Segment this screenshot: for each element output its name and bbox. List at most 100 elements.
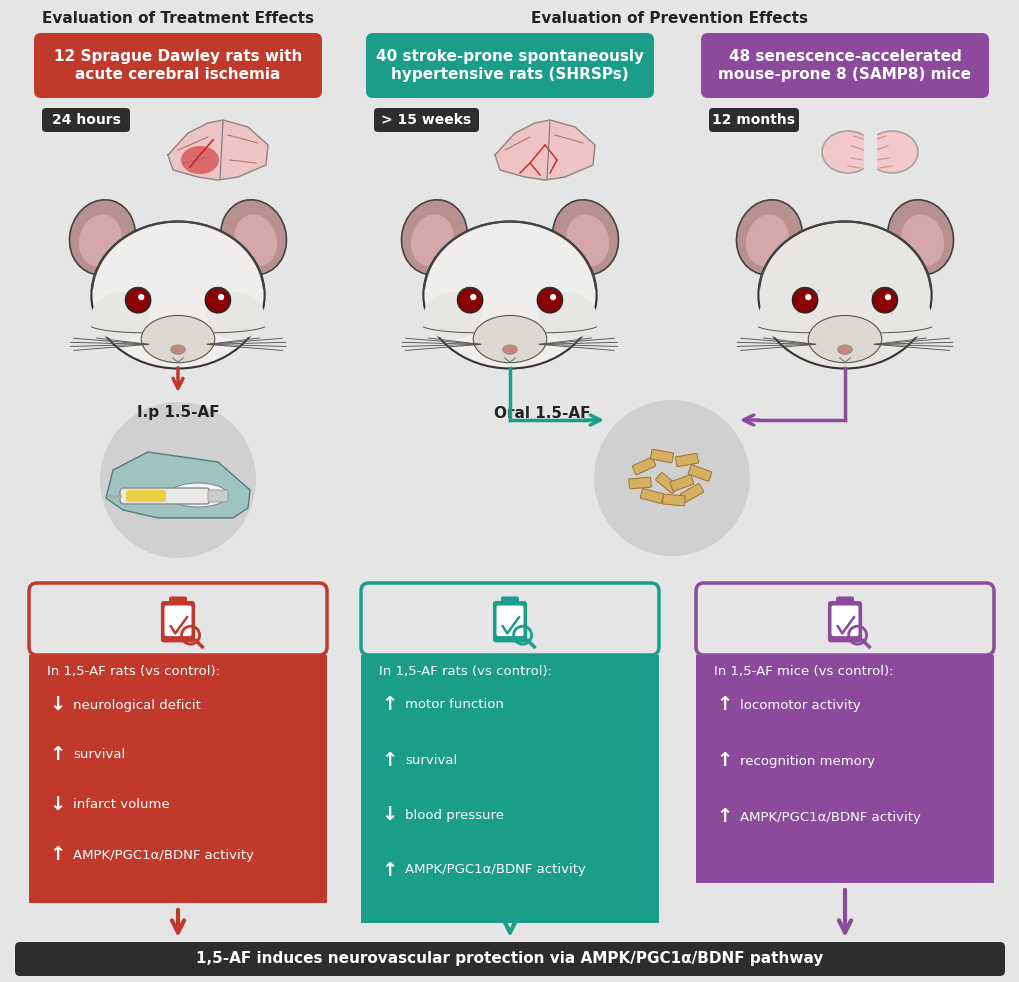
Text: survival: survival — [73, 748, 125, 761]
Ellipse shape — [807, 315, 880, 362]
Text: ↑: ↑ — [715, 807, 732, 827]
Text: ↑: ↑ — [381, 860, 397, 880]
Ellipse shape — [538, 293, 596, 340]
FancyBboxPatch shape — [632, 457, 655, 475]
Circle shape — [458, 288, 482, 313]
Text: 40 stroke-prone spontaneously
hypertensive rats (SHRSPs): 40 stroke-prone spontaneously hypertensi… — [376, 49, 643, 82]
Circle shape — [470, 294, 476, 300]
FancyBboxPatch shape — [669, 474, 693, 491]
Ellipse shape — [170, 345, 185, 355]
Text: ↓: ↓ — [49, 795, 65, 814]
Text: In 1,5-AF rats (vs control):: In 1,5-AF rats (vs control): — [379, 665, 551, 678]
FancyBboxPatch shape — [361, 655, 658, 923]
Ellipse shape — [873, 293, 930, 340]
FancyBboxPatch shape — [208, 490, 228, 502]
Text: > 15 weeks: > 15 weeks — [381, 113, 471, 127]
Text: Evaluation of Prevention Effects: Evaluation of Prevention Effects — [531, 11, 808, 26]
Text: 1,5-AF induces neurovascular protection via AMPK/PGC1α/BDNF pathway: 1,5-AF induces neurovascular protection … — [196, 952, 823, 966]
Ellipse shape — [69, 199, 136, 275]
Text: In 1,5-AF rats (vs control):: In 1,5-AF rats (vs control): — [47, 665, 220, 678]
Ellipse shape — [168, 483, 228, 507]
FancyBboxPatch shape — [492, 601, 527, 642]
Circle shape — [125, 288, 151, 313]
FancyBboxPatch shape — [695, 655, 994, 883]
Ellipse shape — [837, 345, 852, 355]
Text: I.p 1.5-AF: I.p 1.5-AF — [137, 405, 219, 419]
Circle shape — [871, 288, 897, 313]
FancyBboxPatch shape — [500, 596, 519, 606]
Circle shape — [537, 288, 561, 313]
Text: recognition memory: recognition memory — [739, 754, 874, 768]
Ellipse shape — [207, 293, 264, 340]
FancyBboxPatch shape — [161, 601, 195, 642]
Ellipse shape — [552, 199, 618, 275]
Polygon shape — [863, 130, 875, 174]
Circle shape — [593, 400, 749, 556]
FancyBboxPatch shape — [640, 488, 663, 504]
FancyBboxPatch shape — [655, 472, 678, 494]
Ellipse shape — [411, 214, 453, 266]
Text: ↑: ↑ — [715, 751, 732, 771]
Text: AMPK/PGC1α/BDNF activity: AMPK/PGC1α/BDNF activity — [739, 810, 920, 824]
Text: infarct volume: infarct volume — [73, 798, 169, 811]
Text: 48 senescence-accelerated
mouse-prone 8 (SAMP8) mice: 48 senescence-accelerated mouse-prone 8 … — [717, 49, 970, 82]
FancyBboxPatch shape — [120, 488, 210, 504]
Ellipse shape — [821, 131, 873, 173]
Circle shape — [218, 294, 224, 300]
Ellipse shape — [887, 199, 953, 275]
FancyBboxPatch shape — [695, 583, 994, 655]
Text: ↑: ↑ — [49, 745, 65, 765]
FancyBboxPatch shape — [680, 483, 703, 503]
Ellipse shape — [758, 293, 815, 340]
FancyBboxPatch shape — [361, 583, 658, 655]
FancyBboxPatch shape — [675, 454, 698, 466]
FancyBboxPatch shape — [836, 596, 853, 606]
Ellipse shape — [901, 214, 944, 266]
Circle shape — [100, 402, 256, 558]
Ellipse shape — [502, 345, 517, 355]
Ellipse shape — [141, 315, 215, 362]
Text: ↑: ↑ — [381, 695, 397, 715]
Ellipse shape — [78, 214, 121, 266]
Ellipse shape — [92, 222, 264, 368]
Circle shape — [549, 294, 555, 300]
FancyBboxPatch shape — [42, 108, 129, 132]
FancyBboxPatch shape — [164, 606, 192, 636]
Text: AMPK/PGC1α/BDNF activity: AMPK/PGC1α/BDNF activity — [73, 848, 254, 861]
Text: 12 Sprague Dawley rats with
acute cerebral ischemia: 12 Sprague Dawley rats with acute cerebr… — [54, 49, 302, 82]
Text: Oral 1.5-AF: Oral 1.5-AF — [493, 406, 590, 420]
Circle shape — [138, 294, 145, 300]
Circle shape — [804, 294, 810, 300]
Text: motor function: motor function — [405, 698, 503, 712]
FancyBboxPatch shape — [650, 450, 673, 463]
Circle shape — [792, 288, 817, 313]
Ellipse shape — [401, 199, 467, 275]
Text: blood pressure: blood pressure — [405, 808, 503, 822]
Text: ↑: ↑ — [715, 695, 732, 715]
Ellipse shape — [92, 293, 149, 340]
FancyBboxPatch shape — [29, 655, 327, 903]
Text: In 1,5-AF mice (vs control):: In 1,5-AF mice (vs control): — [713, 665, 893, 678]
Ellipse shape — [180, 146, 219, 174]
FancyBboxPatch shape — [688, 464, 711, 481]
Ellipse shape — [566, 214, 608, 266]
Text: survival: survival — [405, 753, 457, 767]
Text: 24 hours: 24 hours — [52, 113, 120, 127]
Text: Evaluation of Treatment Effects: Evaluation of Treatment Effects — [42, 11, 314, 26]
Polygon shape — [494, 120, 594, 180]
FancyBboxPatch shape — [827, 601, 861, 642]
Ellipse shape — [423, 222, 596, 368]
Polygon shape — [106, 452, 250, 518]
Circle shape — [205, 288, 230, 313]
FancyBboxPatch shape — [628, 477, 651, 489]
Ellipse shape — [758, 222, 930, 368]
Text: ↑: ↑ — [381, 750, 397, 770]
FancyBboxPatch shape — [830, 606, 858, 636]
FancyBboxPatch shape — [126, 490, 166, 502]
FancyBboxPatch shape — [366, 33, 653, 98]
FancyBboxPatch shape — [662, 494, 685, 506]
Ellipse shape — [473, 315, 546, 362]
Ellipse shape — [865, 131, 917, 173]
FancyBboxPatch shape — [374, 108, 479, 132]
Ellipse shape — [736, 199, 802, 275]
